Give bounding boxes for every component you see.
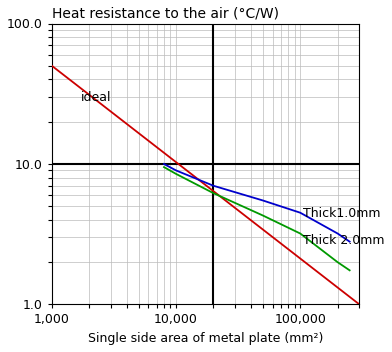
X-axis label: Single side area of metal plate (mm²): Single side area of metal plate (mm²) bbox=[88, 332, 323, 345]
Text: Thick1.0mm: Thick1.0mm bbox=[303, 207, 380, 220]
Text: Thick 2.0mm: Thick 2.0mm bbox=[303, 234, 384, 247]
Text: ideal: ideal bbox=[80, 91, 111, 104]
Text: Heat resistance to the air (°C/W): Heat resistance to the air (°C/W) bbox=[52, 7, 279, 21]
